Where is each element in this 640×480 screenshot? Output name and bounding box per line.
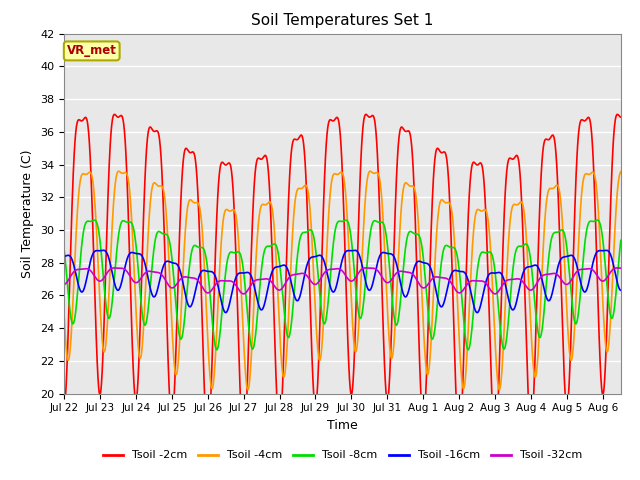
Text: VR_met: VR_met <box>67 44 116 58</box>
Title: Soil Temperatures Set 1: Soil Temperatures Set 1 <box>252 13 433 28</box>
X-axis label: Time: Time <box>327 419 358 432</box>
Legend: Tsoil -2cm, Tsoil -4cm, Tsoil -8cm, Tsoil -16cm, Tsoil -32cm: Tsoil -2cm, Tsoil -4cm, Tsoil -8cm, Tsoi… <box>99 446 586 465</box>
Y-axis label: Soil Temperature (C): Soil Temperature (C) <box>22 149 35 278</box>
